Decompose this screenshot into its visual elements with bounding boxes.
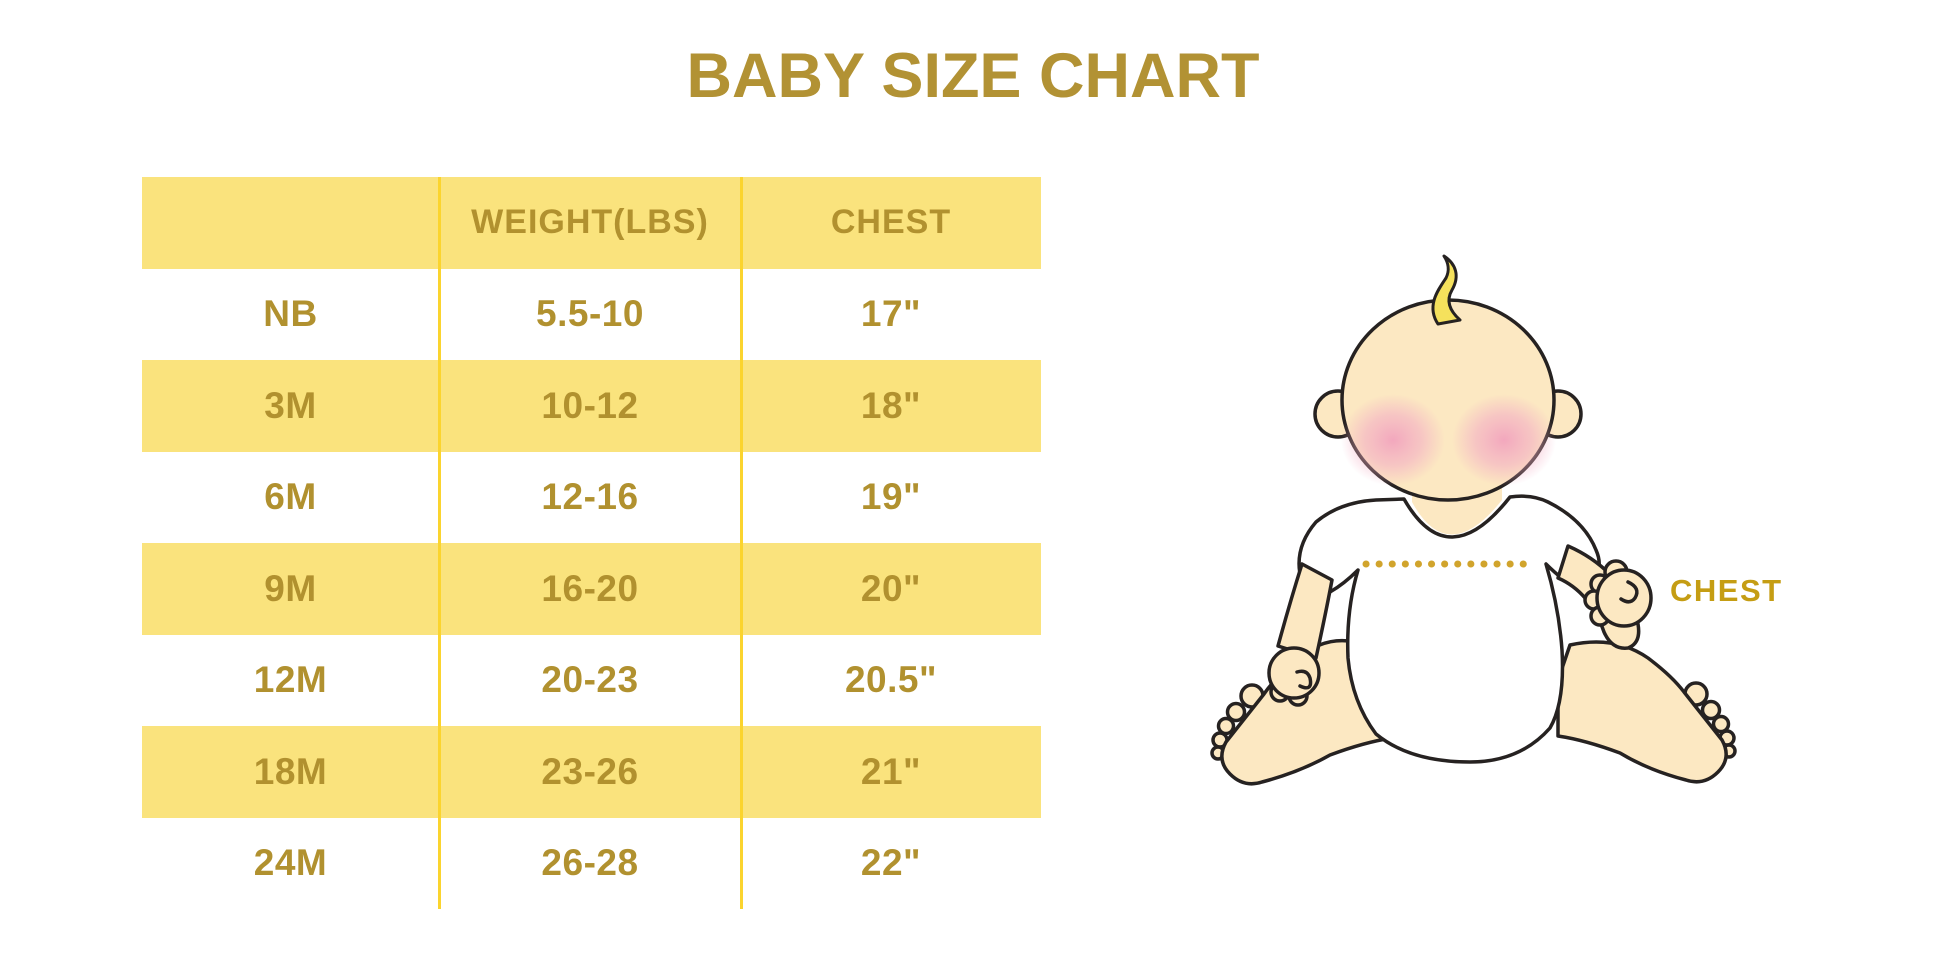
baby-leg-right — [1556, 640, 1737, 784]
chest-cell: 17" — [860, 293, 922, 335]
table-row-24m: 24M 26-28 22" — [142, 817, 1041, 909]
chest-cell: 20" — [860, 567, 922, 609]
baby-toe — [1711, 714, 1731, 734]
table-row-12m: 12M 20-23 20.5" — [142, 634, 1041, 726]
baby-arm-right — [1556, 544, 1653, 650]
header-chest-cell: CHEST — [830, 203, 952, 242]
size-cell: 6M — [264, 476, 317, 518]
weight-cell: 12-16 — [541, 476, 639, 518]
chest-cell: 19" — [860, 476, 922, 518]
baby-toe — [1700, 699, 1722, 721]
column-divider-2 — [739, 177, 743, 909]
baby-toe — [1216, 716, 1236, 736]
chest-cell: 18" — [860, 384, 922, 426]
weight-cell: 5.5-10 — [536, 293, 644, 335]
size-chart-table: WEIGHT(LBS) CHEST NB 5.5-10 17" 3M 10-12… — [142, 177, 1041, 909]
weight-cell: 20-23 — [541, 659, 639, 701]
chest-measurement-label: CHEST — [1670, 573, 1783, 608]
table-row-18m: 18M 23-26 21" — [142, 726, 1041, 818]
size-cell: 9M — [264, 567, 317, 609]
weight-cell: 16-20 — [541, 567, 639, 609]
baby-blush-right — [1452, 394, 1556, 486]
chest-cell: 20.5" — [844, 659, 938, 701]
baby-foot-right — [1556, 640, 1728, 784]
table-row-6m: 6M 12-16 19" — [142, 451, 1041, 543]
baby-blush-left — [1341, 394, 1445, 486]
size-cell: 24M — [253, 842, 328, 884]
table-row-3m: 3M 10-12 18" — [142, 360, 1041, 452]
baby-toe — [1225, 701, 1247, 723]
header-size-cell — [142, 177, 439, 269]
baby-hair-curl — [1431, 254, 1462, 326]
table-row-9m: 9M 16-20 20" — [142, 543, 1041, 635]
size-cell: 12M — [253, 659, 328, 701]
size-cell: 18M — [253, 750, 328, 792]
header-weight-cell: WEIGHT(LBS) — [471, 203, 709, 242]
page-title: BABY SIZE CHART — [686, 41, 1260, 111]
baby-illustration — [1180, 250, 1780, 810]
table-header-row: WEIGHT(LBS) CHEST — [142, 177, 1041, 269]
baby-fist — [1595, 568, 1653, 628]
weight-cell: 26-28 — [541, 842, 639, 884]
size-cell: 3M — [264, 384, 317, 426]
chest-cell: 21" — [860, 750, 922, 792]
baby-hand-left — [1267, 646, 1321, 700]
weight-cell: 23-26 — [541, 750, 639, 792]
weight-cell: 10-12 — [541, 384, 639, 426]
size-cell: NB — [263, 293, 318, 335]
baby-arm-left — [1267, 562, 1334, 707]
chest-cell: 22" — [860, 842, 922, 884]
table-row-nb: NB 5.5-10 17" — [142, 268, 1041, 360]
column-divider-1 — [437, 177, 441, 909]
